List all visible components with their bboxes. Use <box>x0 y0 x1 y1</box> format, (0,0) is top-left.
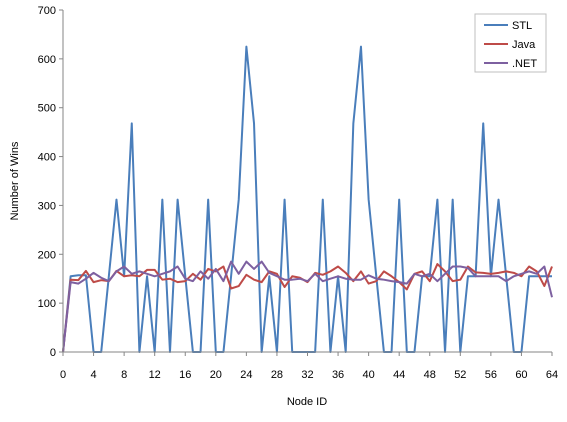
x-tick-label: 48 <box>424 369 436 381</box>
x-tick-label: 36 <box>332 369 344 381</box>
series-line-stl <box>62 45 552 353</box>
x-axis-label: Node ID <box>287 396 327 408</box>
x-tick-label: 8 <box>121 369 127 381</box>
x-tick-label: 12 <box>149 369 161 381</box>
legend-label-stl: STL <box>512 20 532 32</box>
x-tick-label: 20 <box>210 369 222 381</box>
x-tick-label: 64 <box>546 369 558 381</box>
y-tick-label: 300 <box>38 200 56 212</box>
x-tick-label: 44 <box>393 369 405 381</box>
series-line-net <box>62 260 553 353</box>
y-tick-label: 100 <box>38 298 56 310</box>
x-tick-label: 4 <box>91 369 97 381</box>
y-tick-label: 500 <box>38 103 56 115</box>
x-tick-label: 56 <box>485 369 497 381</box>
y-tick-label: 600 <box>38 54 56 66</box>
y-axis-label: Number of Wins <box>9 141 21 220</box>
x-tick-label: 40 <box>363 369 375 381</box>
x-tick-label: 24 <box>240 369 252 381</box>
legend-label-java: Java <box>512 39 536 51</box>
x-tick-label: 16 <box>179 369 191 381</box>
y-tick-label: 400 <box>38 152 56 164</box>
x-tick-label: 52 <box>454 369 466 381</box>
x-tick-label: 0 <box>60 369 66 381</box>
series-layer <box>62 45 553 353</box>
legend-label-net: .NET <box>512 58 537 70</box>
x-tick-label: 60 <box>515 369 527 381</box>
legend: STL Java .NET <box>474 13 547 73</box>
y-tick-label: 700 <box>38 5 56 17</box>
y-tick-label: 0 <box>50 347 56 359</box>
x-tick-label: 32 <box>301 369 313 381</box>
x-tick-label: 28 <box>271 369 283 381</box>
y-tick-label: 200 <box>38 249 56 261</box>
